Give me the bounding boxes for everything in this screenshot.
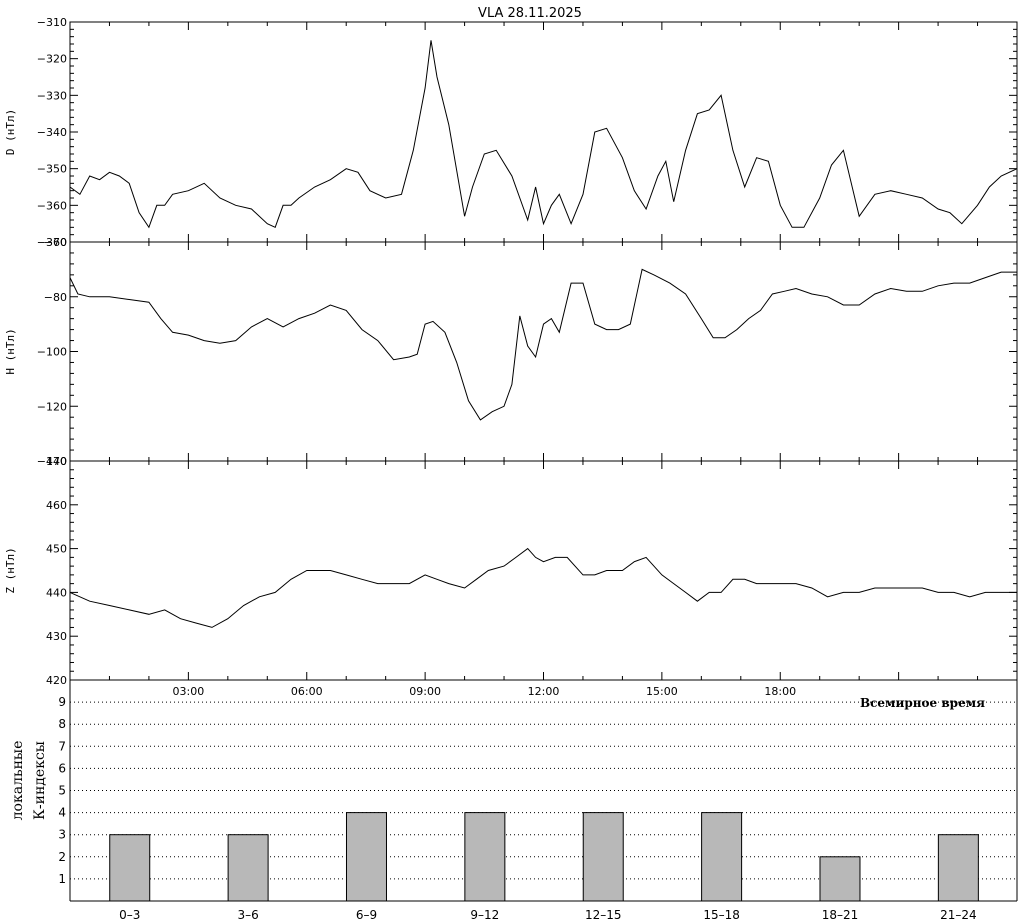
k-tick-label: 1 — [58, 872, 66, 886]
x-tick-label: 09:00 — [409, 685, 441, 698]
y-tick-label: 420 — [46, 674, 67, 687]
y-axis-label: D (нТл) — [4, 109, 17, 155]
y-tick-label: −100 — [37, 346, 67, 359]
x-tick-label: 06:00 — [291, 685, 323, 698]
x-axis-label: Всемирное время — [860, 696, 985, 710]
panel-2: −140 −120 −100 −80 −60 H (нТл) — [4, 236, 1018, 468]
y-tick-label: −60 — [44, 236, 67, 249]
y-tick-label: −80 — [44, 291, 67, 304]
series-line — [69, 268, 1017, 421]
k-bar — [701, 812, 743, 902]
y-tick-label: 430 — [46, 630, 67, 643]
k-category-label: 12–15 — [585, 908, 622, 921]
k-bar — [937, 834, 979, 902]
x-tick-label: 03:00 — [173, 685, 205, 698]
k-ylabel-line2: К-индексы — [32, 741, 48, 820]
k-bar — [819, 856, 861, 902]
k-category-label: 3–6 — [237, 908, 258, 921]
y-tick-label: −360 — [37, 199, 67, 212]
y-tick-label: −350 — [37, 163, 67, 176]
k-tick-label: 4 — [58, 806, 66, 820]
y-tick-label: −330 — [37, 89, 67, 102]
k-category-label: 21–24 — [940, 908, 977, 921]
k-index-panel: 1 2 3 4 5 6 7 8 9 0–3 3–6 6–9 9–12 12–15 15–18 18–21 21–… — [10, 680, 1018, 921]
y-tick-label: −320 — [37, 53, 67, 66]
k-bar — [109, 834, 151, 902]
y-tick-label: −310 — [37, 16, 67, 29]
y-axis-label: Z (нТл) — [4, 547, 17, 593]
k-bar — [227, 834, 269, 902]
panel-frame — [69, 460, 1018, 681]
y-tick-label: 460 — [46, 499, 67, 512]
k-tick-label: 2 — [58, 850, 66, 864]
k-tick-label: 6 — [58, 761, 66, 775]
series-line — [69, 40, 1018, 229]
k-tick-label: 7 — [58, 739, 66, 753]
k-bar — [582, 812, 624, 902]
k-tick-label: 5 — [58, 784, 66, 798]
y-tick-label: 470 — [46, 455, 67, 468]
panel-1: −370 −360 −350 −340 −330 −320 −310 D (нТл) — [4, 16, 1018, 249]
k-category-label: 0–3 — [119, 908, 140, 921]
k-ylabel-line1: локальные — [10, 741, 26, 821]
y-tick-label: 440 — [46, 586, 67, 599]
k-category-label: 18–21 — [822, 908, 859, 921]
y-tick-label: −140 — [37, 455, 67, 468]
x-tick-label: 12:00 — [528, 685, 560, 698]
y-tick-label: −370 — [37, 236, 67, 249]
k-category-label: 15–18 — [703, 908, 740, 921]
k-tick-label: 3 — [58, 828, 66, 842]
y-tick-label: 450 — [46, 543, 67, 556]
y-axis-label: H (нТл) — [4, 328, 17, 374]
k-bar — [464, 812, 506, 902]
k-tick-label: 9 — [58, 695, 66, 709]
k-tick-label: 8 — [58, 717, 66, 731]
y-tick-label: −120 — [37, 400, 67, 413]
y-tick-label: −340 — [37, 126, 67, 139]
x-tick-label: 15:00 — [646, 685, 678, 698]
x-tick-label: 18:00 — [764, 685, 796, 698]
panel-frame — [69, 241, 1018, 462]
k-category-label: 9–12 — [470, 908, 499, 921]
series-line — [69, 547, 1017, 628]
panel-3: 420 430 440 450 460 470 Z (нТл) 03:00 06:00 09:00… — [4, 455, 1018, 710]
panel-frame — [69, 21, 1018, 243]
figure-title: VLA 28.11.2025 — [478, 6, 582, 21]
k-category-label: 6–9 — [356, 908, 377, 921]
k-bar — [345, 812, 387, 902]
